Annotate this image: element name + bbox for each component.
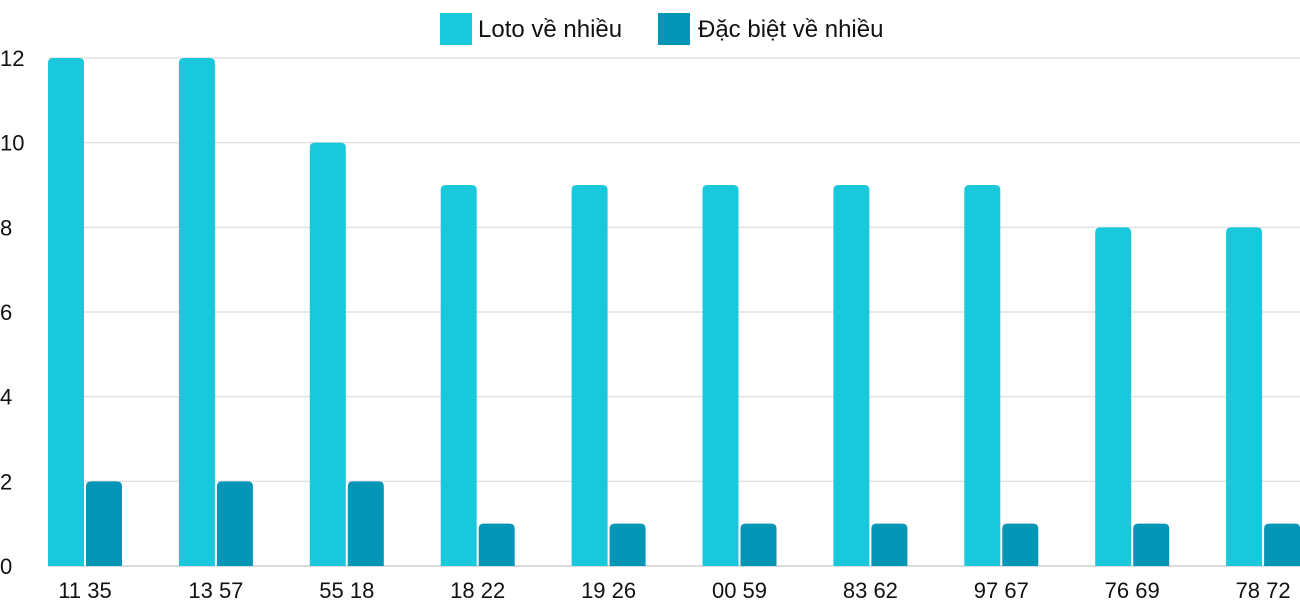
y-tick-label: 0 [0, 554, 12, 579]
bar-dac-biet-0 [86, 481, 122, 566]
x-axis: 11 35 13 57 55 18 18 22 19 26 00 59 83 62 97 67… [58, 578, 1290, 600]
x-tick-label: 83 62 [843, 578, 898, 600]
bar-dac-biet-2 [347, 481, 384, 566]
x-tick-label: 97 67 [974, 578, 1029, 600]
bar-dac-biet-9 [1264, 523, 1300, 566]
x-tick-label: 76 69 [1105, 578, 1160, 600]
y-tick-label: 12 [0, 46, 24, 71]
bar-loto-6 [833, 185, 870, 566]
legend-item-1[interactable]: Đặc biệt về nhiều [658, 13, 883, 45]
bars [48, 58, 1300, 567]
y-tick-label: 4 [0, 385, 12, 410]
y-tick-label: 6 [0, 300, 12, 325]
legend: Loto về nhiều Đặc biệt về nhiều [440, 13, 883, 45]
bar-dac-biet-4 [609, 523, 646, 566]
bar-loto-3 [440, 185, 477, 566]
legend-swatch [658, 13, 690, 45]
bar-loto-8 [1095, 227, 1132, 567]
bar-loto-0 [48, 58, 84, 566]
x-tick-label: 55 18 [319, 578, 374, 600]
x-tick-label: 00 59 [712, 578, 767, 600]
legend-label: Đặc biệt về nhiều [698, 16, 883, 43]
x-tick-label: 13 57 [188, 578, 243, 600]
bar-loto-9 [1226, 227, 1263, 567]
bar-dac-biet-5 [740, 523, 777, 566]
y-tick-label: 8 [0, 215, 12, 240]
bar-loto-1 [178, 58, 215, 566]
bar-dac-biet-1 [216, 481, 253, 566]
bar-loto-5 [702, 185, 739, 566]
bar-loto-2 [309, 142, 346, 566]
bar-loto-4 [571, 185, 608, 566]
x-tick-label: 78 72 [1236, 578, 1291, 600]
legend-label: Loto về nhiều [478, 16, 622, 43]
x-tick-label: 18 22 [450, 578, 505, 600]
bar-dac-biet-7 [1002, 523, 1039, 566]
bar-dac-biet-6 [871, 523, 908, 566]
y-tick-label: 10 [0, 131, 24, 156]
legend-item-0[interactable]: Loto về nhiều [440, 13, 622, 45]
y-tick-label: 2 [0, 469, 12, 494]
y-axis: 0 2 4 6 8 10 12 [0, 46, 24, 579]
bar-dac-biet-3 [478, 523, 515, 566]
bar-loto-7 [964, 185, 1001, 566]
legend-swatch [440, 13, 472, 45]
x-tick-label: 11 35 [58, 578, 111, 600]
gridlines [48, 57, 1300, 567]
x-tick-label: 19 26 [581, 578, 636, 600]
bar-dac-biet-8 [1133, 523, 1170, 566]
